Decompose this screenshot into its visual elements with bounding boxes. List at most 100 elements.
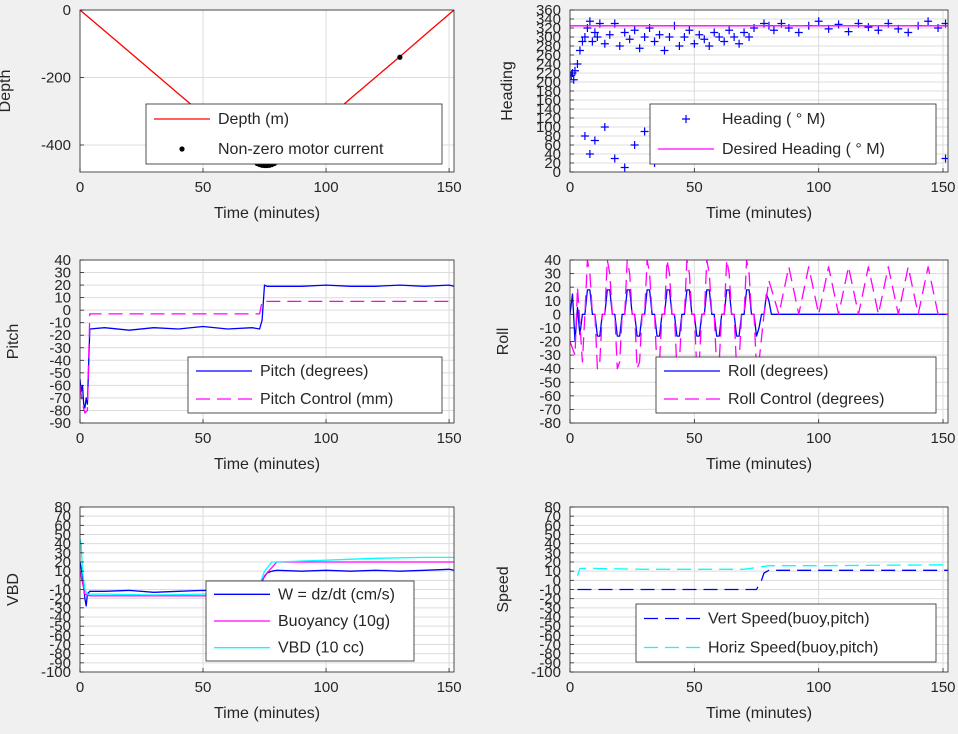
y-tick-label: -10	[539, 320, 561, 337]
y-tick-label: 320	[536, 20, 561, 37]
series-point	[745, 33, 754, 41]
series-group	[80, 284, 454, 414]
legend: Vert Speed(buoy,pitch) Horiz Speed(buoy,p…	[635, 603, 937, 663]
chart-vbd: 0 50 100 150-100-90-80-70-60-50-40-30-20-10…	[5, 499, 462, 722]
series-point	[685, 26, 694, 35]
x-tick-label: 100	[806, 179, 831, 196]
x-tick-label: 100	[806, 679, 831, 696]
y-tick-label: -30	[539, 600, 561, 617]
y-tick-label: -40	[539, 609, 561, 626]
x-axis-label: Time (minutes)	[214, 205, 320, 222]
y-tick-label: -70	[539, 401, 561, 418]
y-tick-label: 140	[536, 101, 561, 118]
x-axis-label: Time (minutes)	[214, 705, 320, 722]
x-tick-label: 100	[314, 430, 339, 447]
y-tick-label: 70	[544, 508, 561, 525]
x-tick-label: 100	[806, 430, 831, 447]
y-tick-label: 10	[54, 290, 71, 307]
series-point	[625, 35, 634, 44]
y-tick-label: -100	[41, 664, 71, 681]
legend-swatch	[179, 146, 185, 152]
y-tick-label: 10	[544, 293, 561, 310]
x-tick-label: 150	[437, 179, 462, 196]
series-point	[590, 136, 599, 145]
legend-box	[655, 356, 937, 414]
x-tick-label: 0	[566, 179, 574, 196]
y-tick-label: -90	[539, 655, 561, 672]
series-point	[620, 163, 629, 172]
y-axis-label: VBD	[5, 573, 22, 606]
x-tick-label: 50	[195, 430, 212, 447]
series-line-roll-0	[570, 289, 948, 343]
y-tick-label: 30	[544, 545, 561, 562]
series-line-pitch-0	[80, 284, 454, 409]
series-point	[700, 35, 709, 44]
y-tick-label: 40	[54, 536, 71, 553]
legend-label: Non-zero motor current	[218, 141, 384, 158]
x-tick-label: 150	[931, 679, 956, 696]
series-point	[570, 75, 578, 84]
y-tick-label: 40	[544, 146, 561, 163]
x-tick-label: 150	[437, 679, 462, 696]
x-tick-label: 50	[686, 179, 703, 196]
y-tick-label: 60	[54, 517, 71, 534]
y-axis-label: Depth	[0, 70, 14, 113]
y-tick-label: -60	[539, 388, 561, 405]
y-tick-label: 40	[544, 536, 561, 553]
y-tick-label: 240	[536, 56, 561, 73]
y-tick-label: -70	[539, 637, 561, 654]
y-tick-label: -40	[49, 609, 71, 626]
legend-label: Roll (degrees)	[728, 363, 828, 380]
series-point	[610, 154, 619, 163]
series-point	[640, 127, 649, 136]
y-tick-label: 0	[553, 306, 561, 323]
y-tick-label: 20	[54, 554, 71, 571]
y-tick-label: 10	[54, 563, 71, 580]
series-point	[580, 33, 589, 41]
series-line-speed-0	[577, 569, 948, 591]
series-point	[573, 60, 582, 68]
y-tick-label: 50	[54, 527, 71, 544]
y-tick-label: -50	[539, 618, 561, 635]
y-tick-label: 20	[544, 279, 561, 296]
legend-swatch	[682, 115, 690, 123]
series-point	[725, 26, 734, 35]
series-point	[605, 30, 614, 39]
chart-speed: 0 50 100 150-100-90-80-70-60-50-40-30-20-10…	[495, 499, 956, 722]
y-tick-label: -30	[49, 600, 71, 617]
series-point	[740, 28, 749, 37]
y-tick-label: 20	[544, 554, 561, 571]
x-tick-label: 150	[931, 430, 956, 447]
chart-pitch: 0 50 100 150-90-80-70-60-50-40-30-20-100102…	[5, 252, 462, 473]
y-tick-label: -40	[49, 352, 71, 369]
series-point	[769, 26, 778, 35]
series-line-roll-1	[570, 260, 948, 370]
series-point	[814, 17, 823, 26]
legend-label: Vert Speed(buoy,pitch)	[708, 611, 870, 628]
y-tick-label: -200	[41, 70, 71, 87]
series-point	[675, 42, 684, 50]
series-group	[570, 260, 948, 370]
y-tick-label: -60	[49, 627, 71, 644]
y-axis-label: Speed	[495, 566, 512, 612]
legend: Depth (m) Non-zero motor current	[145, 103, 443, 165]
y-tick-label: -70	[49, 637, 71, 654]
legend-box	[635, 603, 937, 663]
series-point	[630, 141, 639, 149]
legend-label: Pitch (degrees)	[260, 363, 369, 380]
series-point	[575, 46, 584, 55]
y-tick-label: 20	[54, 277, 71, 294]
series-point	[710, 28, 719, 37]
y-tick-label: 30	[544, 266, 561, 283]
series-point	[794, 28, 803, 37]
legend-box	[649, 103, 937, 165]
y-tick-label: 20	[544, 155, 561, 172]
legend-label: Desired Heading ( ° M)	[722, 141, 885, 158]
series-point	[844, 27, 853, 36]
y-tick-label: -20	[539, 591, 561, 608]
y-tick-label: 80	[544, 128, 561, 145]
y-tick-label: 10	[544, 563, 561, 580]
x-axis-label: Time (minutes)	[706, 205, 812, 222]
y-tick-label: -50	[49, 365, 71, 382]
